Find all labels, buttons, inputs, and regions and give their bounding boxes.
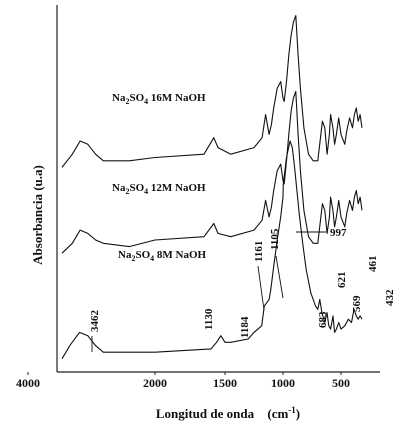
series-lines — [61, 15, 363, 360]
series-label-0-part-3: 4 — [144, 97, 148, 106]
series-label-1-part-1: 2 — [125, 187, 129, 196]
x-tick-1000: 1000 — [271, 376, 295, 390]
peak-label-997: 997 — [330, 227, 347, 239]
series-label-0-part-1: 2 — [125, 97, 129, 106]
x-tick-500: 500 — [332, 376, 350, 390]
series-label-0-part-2: SO — [129, 92, 144, 104]
x-axis-unit-sup: -1 — [288, 405, 296, 415]
peak-label-621: 621 — [336, 272, 348, 289]
x-tick-4000: 4000 — [16, 376, 40, 390]
series-line-2 — [61, 140, 363, 360]
series-label-1-part-2: SO — [129, 182, 144, 194]
x-axis-unit-close: ) — [296, 406, 300, 421]
series-label-0-part-0: Na — [112, 92, 126, 104]
series-label-0: Na2SO4 16M NaOH — [112, 92, 206, 106]
peak-leader-1105 — [275, 255, 284, 299]
series-label-2-part-4: 8M NaOH — [154, 249, 206, 261]
x-axis-label-text: Longitud de onda — [156, 406, 255, 421]
peak-label-1130: 1130 — [203, 308, 215, 330]
series-label-2-part-3: 4 — [150, 254, 154, 263]
peak-label-461: 461 — [367, 256, 379, 273]
series-line-0 — [61, 15, 363, 168]
peak-label-1105: 1105 — [269, 228, 281, 250]
series-label-1: Na2SO4 12M NaOH — [112, 182, 206, 196]
series-label-2: Na2SO4 8M NaOH — [118, 249, 207, 263]
x-tick-1500: 1500 — [213, 376, 237, 390]
series-label-0-part-4: 16M NaOH — [148, 92, 206, 104]
series-label-1-part-4: 12M NaOH — [148, 182, 206, 194]
series-label-1-part-0: Na — [112, 182, 126, 194]
peak-label-3462: 3462 — [89, 310, 101, 333]
x-axis-unit: (cm — [267, 406, 288, 421]
peak-label-1184: 1184 — [239, 316, 251, 338]
peak-label-1161: 1161 — [253, 241, 265, 262]
peak-leader-1161 — [257, 265, 265, 311]
series-label-2-part-0: Na — [118, 249, 132, 261]
y-axis-label: Absorbancia (u.a) — [30, 165, 45, 265]
series-label-2-part-1: 2 — [131, 254, 135, 263]
chart-axes — [56, 5, 380, 373]
peak-label-569: 569 — [351, 295, 363, 312]
x-tick-labels: 4000 2000 1500 1000 500 — [16, 372, 350, 390]
peak-label-432: 432 — [384, 289, 396, 306]
series-label-1-part-3: 4 — [144, 187, 148, 196]
x-tick-2000: 2000 — [143, 376, 167, 390]
series-line-1 — [61, 90, 363, 254]
series-label-2-part-2: SO — [135, 249, 150, 261]
peak-label-683: 683 — [317, 311, 329, 328]
x-axis-label: Longitud de onda (cm-1) — [156, 405, 300, 421]
